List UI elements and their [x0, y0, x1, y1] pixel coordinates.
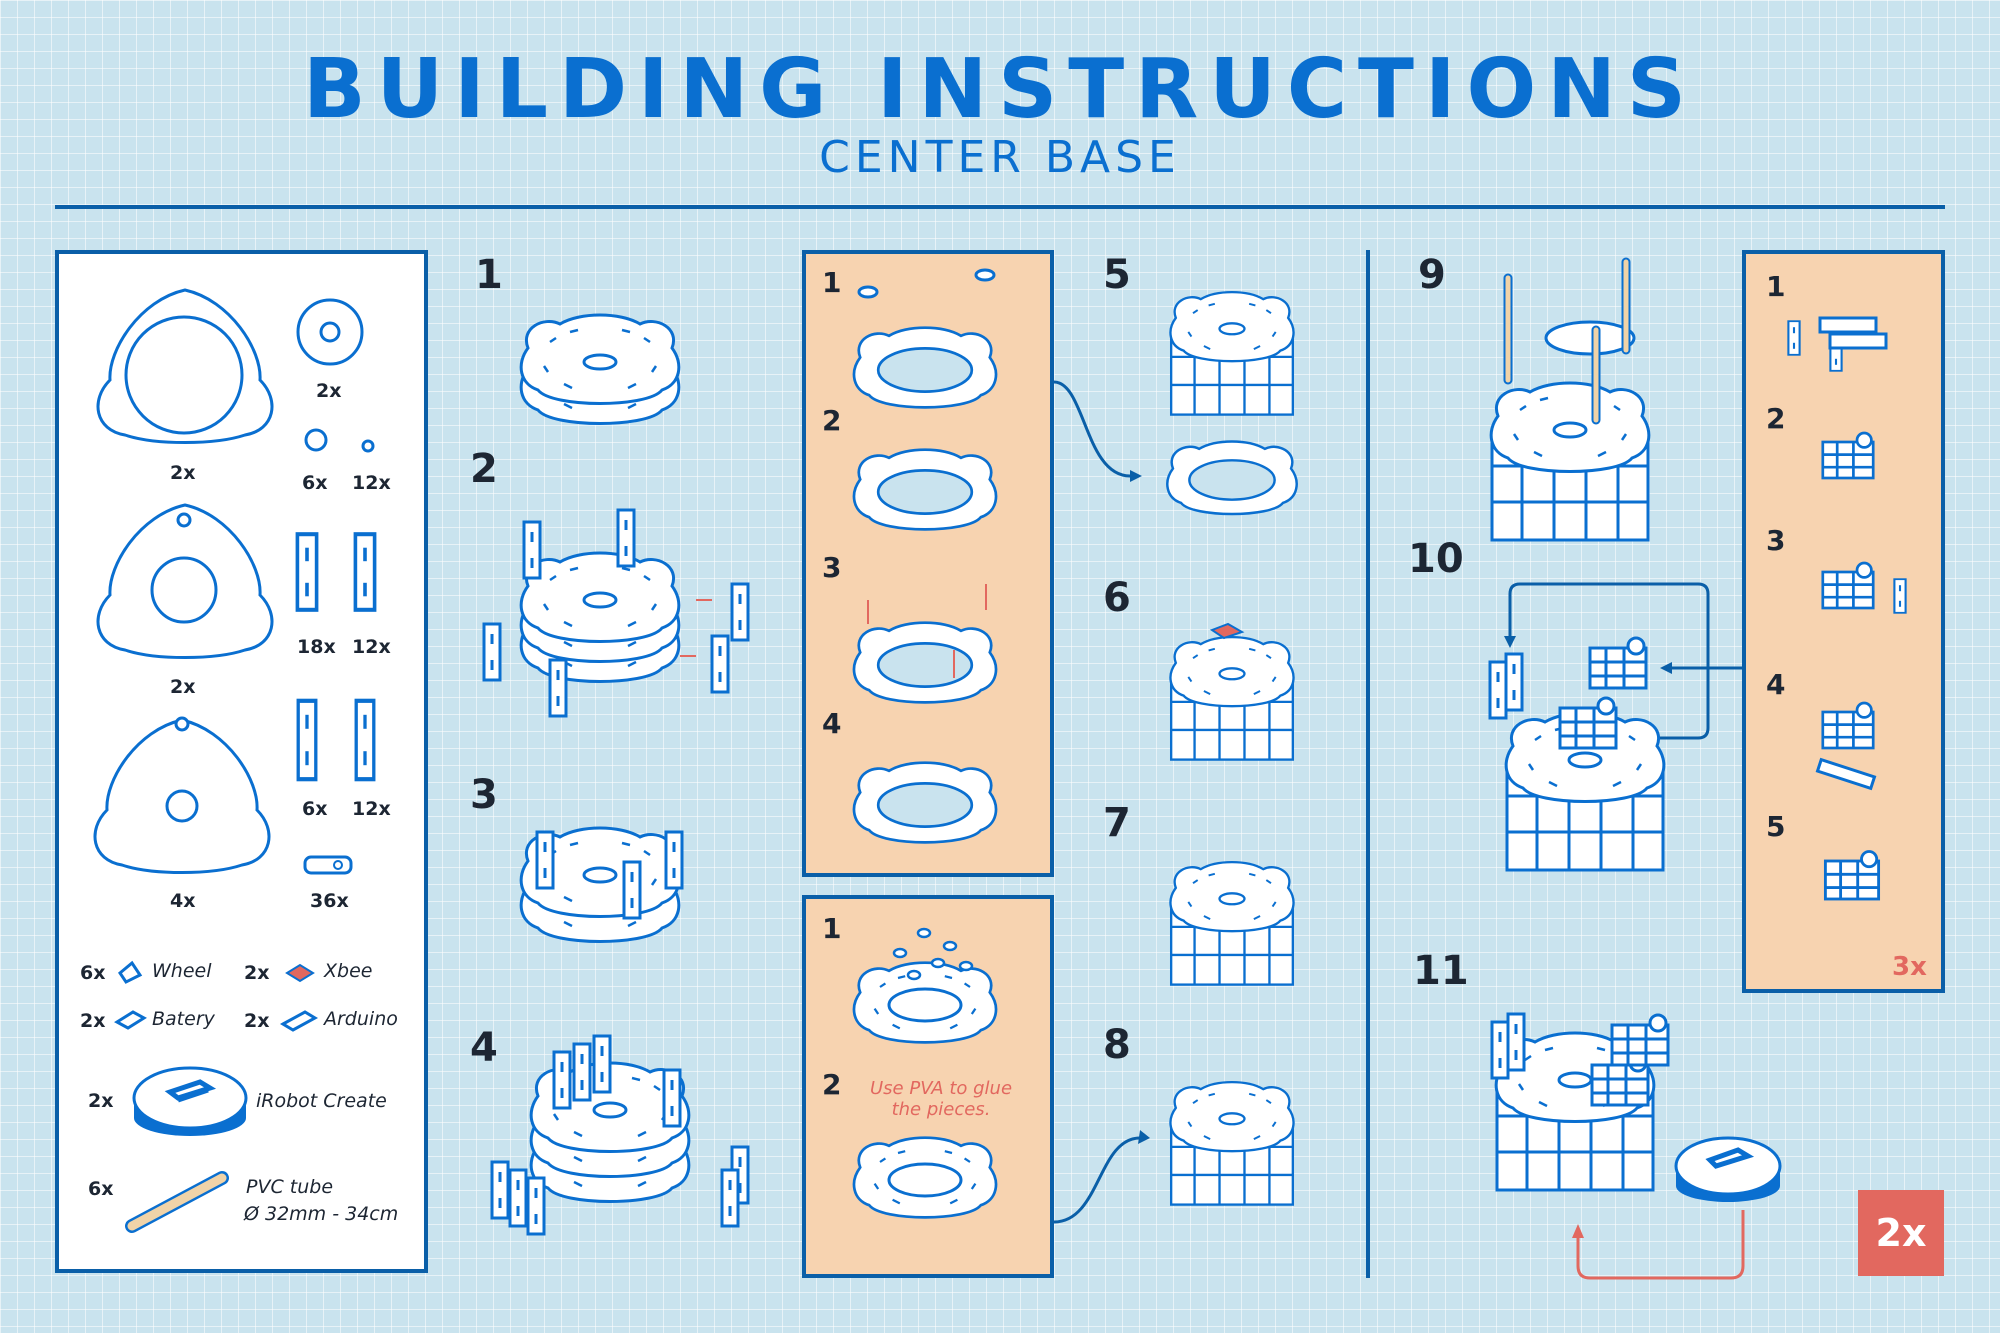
step-number-7: 7: [1103, 800, 1131, 846]
step-number-3: 3: [470, 772, 498, 818]
arduino-qty: 2x: [244, 1010, 270, 1032]
pvc-spec: Ø 32mm - 34cm: [244, 1203, 399, 1225]
battery-qty: 2x: [80, 1010, 106, 1032]
arrow-step-10-loop: [1508, 582, 1710, 668]
step-7-illustration: [1170, 862, 1293, 984]
step-2-illustration: [482, 508, 750, 718]
panel-c-multiplier: 3x: [1892, 952, 1927, 982]
short-slot-b-count: 12x: [352, 798, 391, 820]
arrow-panel-c-to-step-10-b: [1650, 668, 1710, 740]
step-9-illustration: [1491, 257, 1649, 540]
tall-slot-a-count: 18x: [297, 636, 336, 658]
page-title: BUILDING INSTRUCTIONS: [303, 42, 1697, 137]
arrow-step-11-loop: [1576, 1210, 1745, 1280]
panel-b-substep-1: 1: [822, 912, 842, 945]
panel-a-substep-4: 4: [822, 707, 842, 740]
plate-medium-count: 2x: [170, 676, 196, 698]
step-1-illustration: [519, 313, 681, 425]
arduino-label: Arduino: [324, 1008, 398, 1030]
pvc-label: PVC tube: [246, 1176, 334, 1198]
pin-large-count: 6x: [302, 472, 328, 494]
step-number-1: 1: [475, 252, 503, 298]
tall-slot-b-count: 12x: [352, 636, 391, 658]
panel-c-substep-1: 1: [1766, 270, 1786, 303]
step-number-9: 9: [1418, 252, 1446, 298]
step-11-illustration: [1490, 1012, 1782, 1202]
irobot-qty: 2x: [88, 1090, 114, 1112]
panel-a-substep-3: 3: [822, 551, 842, 584]
step-8-illustration: [1170, 1082, 1293, 1204]
step-5-illustration: [1166, 292, 1298, 516]
panel-b-substep-2: 2: [822, 1068, 842, 1101]
plate-solid-count: 4x: [170, 890, 196, 912]
step-number-11: 11: [1413, 948, 1469, 994]
parts-list-panel: [55, 250, 428, 1273]
step-number-5: 5: [1103, 252, 1131, 298]
panel-c-substep-2: 2: [1766, 402, 1786, 435]
connector-count: 36x: [310, 890, 349, 912]
panel-a-substep-1: 1: [822, 266, 842, 299]
step-3-illustration: [519, 826, 684, 943]
page-subtitle: CENTER BASE: [819, 132, 1181, 183]
xbee-qty: 2x: [244, 962, 270, 984]
plate-large-count: 2x: [170, 462, 196, 484]
pvc-qty: 6x: [88, 1178, 114, 1200]
short-slot-a-count: 6x: [302, 798, 328, 820]
panel-a-substep-2: 2: [822, 404, 842, 437]
panel-c-substep-3: 3: [1766, 524, 1786, 557]
step-number-8: 8: [1103, 1022, 1131, 1068]
pin-small-count: 12x: [352, 472, 391, 494]
repeat-badge: 2x: [1858, 1190, 1944, 1276]
arrow-panel-a-to-step-5: [1053, 380, 1131, 478]
substeps-panel-c: [1742, 250, 1945, 993]
washer-count: 2x: [316, 380, 342, 402]
step-10-illustration: [1488, 636, 1664, 870]
glue-note: Use PVA to glue the pieces.: [869, 1078, 1013, 1120]
step-4-illustration: [490, 1034, 750, 1236]
panel-c-substep-4: 4: [1766, 668, 1786, 701]
panel-c-substep-5: 5: [1766, 810, 1786, 843]
irobot-label: iRobot Create: [256, 1090, 387, 1112]
arrow-panel-b-to-step-8: [1053, 1136, 1141, 1224]
header-divider: [55, 205, 1945, 209]
step-number-6: 6: [1103, 575, 1131, 621]
battery-label: Batery: [152, 1008, 215, 1030]
step-6-illustration: [1170, 622, 1293, 760]
wheel-label: Wheel: [152, 960, 212, 982]
step-number-4: 4: [470, 1025, 498, 1071]
xbee-label: Xbee: [324, 960, 373, 982]
step-number-2: 2: [470, 446, 498, 492]
column-divider: [1366, 250, 1370, 1278]
wheel-qty: 6x: [80, 962, 106, 984]
step-number-10: 10: [1408, 536, 1464, 582]
